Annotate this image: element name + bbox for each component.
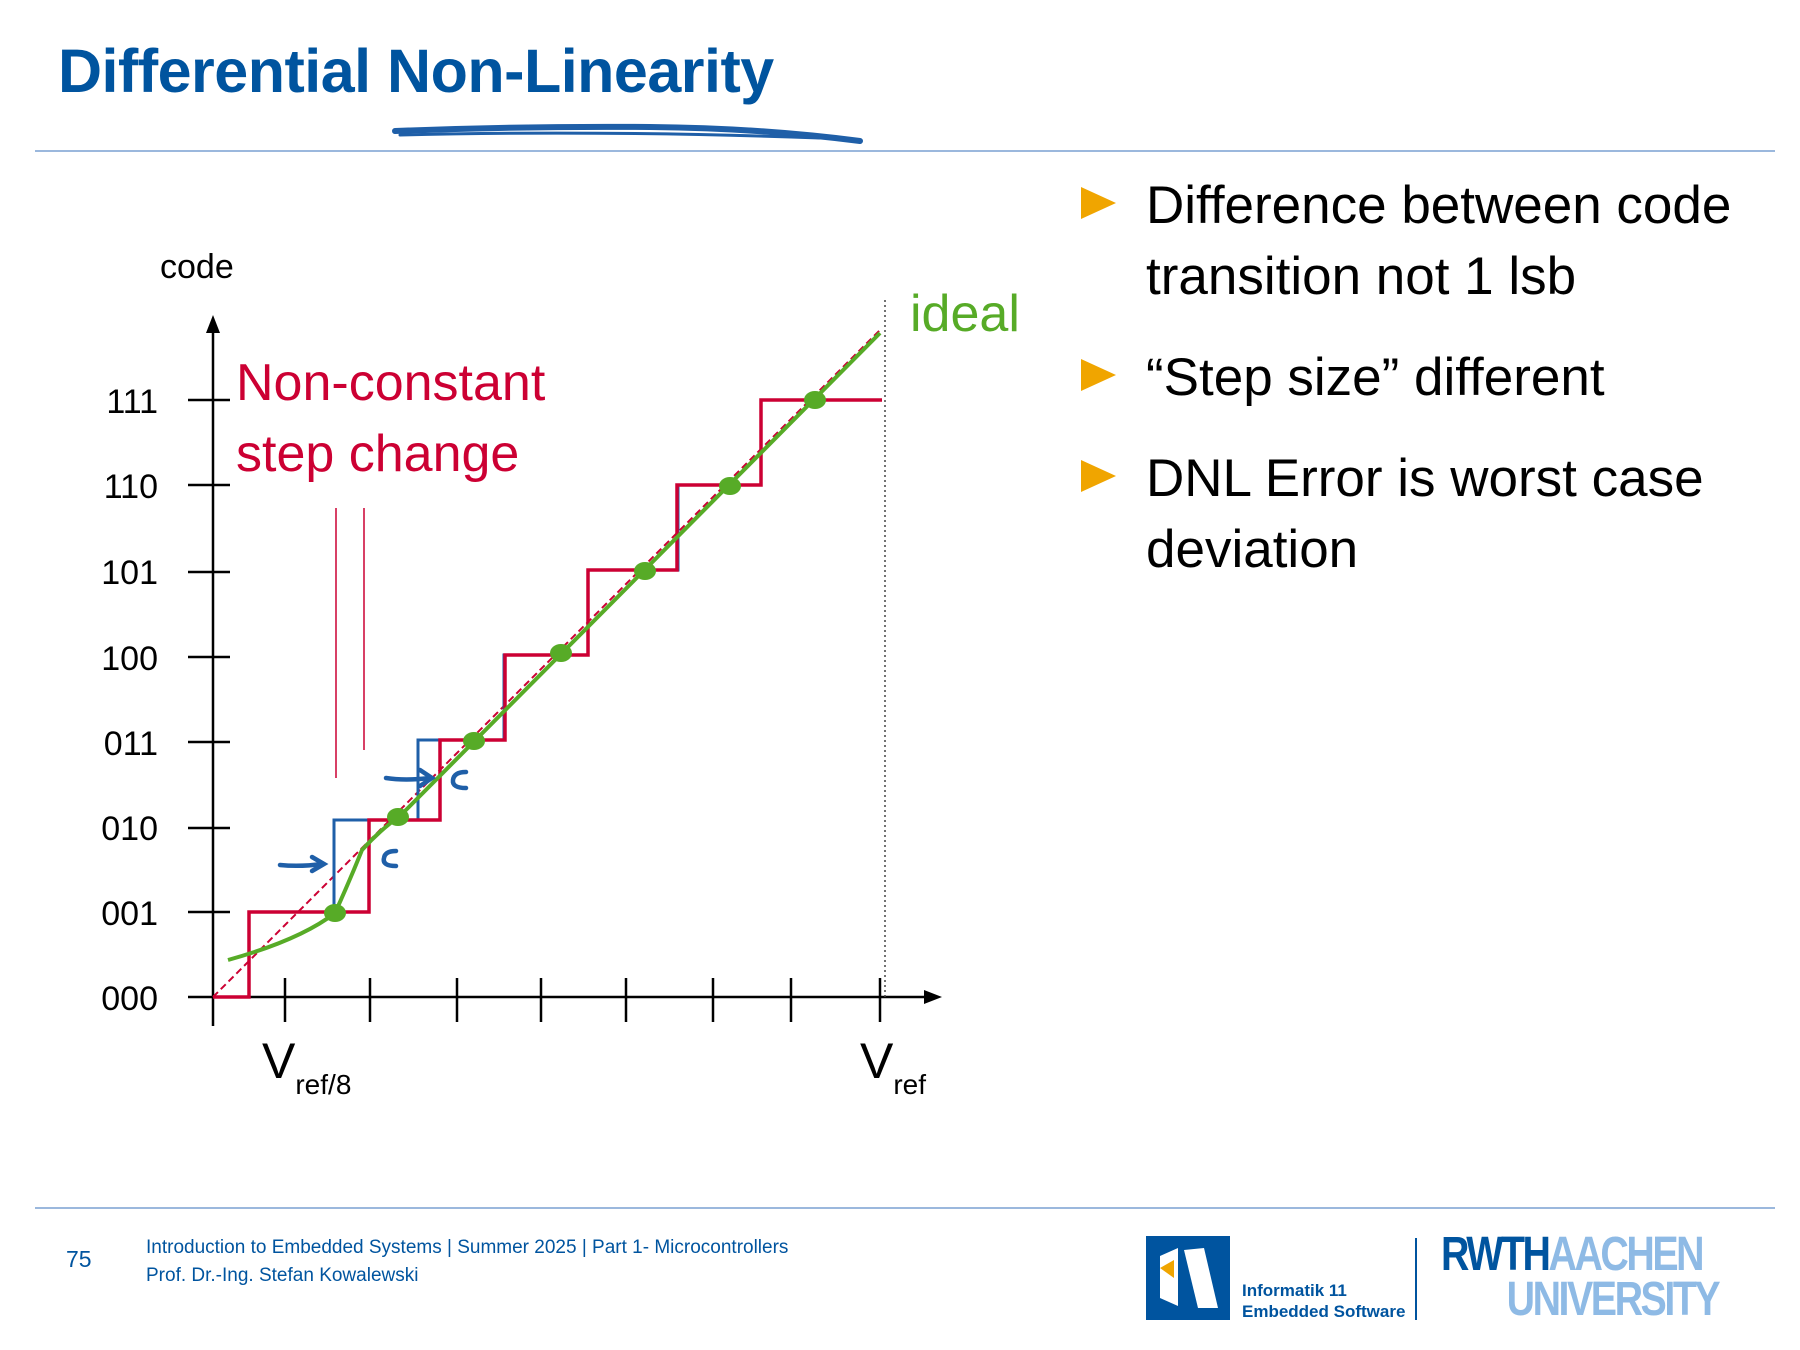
- annotation-line1: Non-constant: [236, 354, 546, 412]
- code-label-100: 100: [101, 640, 158, 678]
- x-label-vref: Vref: [860, 1033, 926, 1100]
- step-width-marks: [277, 767, 469, 874]
- midpoint-dots: [324, 391, 826, 922]
- header-rule: [35, 150, 1775, 152]
- annotation-line2: step change: [236, 425, 519, 483]
- ideal-staircase-blue: [213, 398, 880, 999]
- x-ticks: [283, 978, 882, 1022]
- bullet-triangle-icon: [1078, 354, 1120, 396]
- page-number: 75: [66, 1246, 92, 1272]
- x-axis-arrowhead: [924, 990, 942, 1004]
- code-label-110: 110: [104, 468, 158, 506]
- code-label-000: 000: [101, 980, 158, 1018]
- code-label-111: 111: [106, 383, 158, 421]
- footer-author: Prof. Dr.-Ing. Stefan Kowalewski: [146, 1265, 419, 1286]
- axes: [211, 325, 930, 1026]
- bullet-text: “Step size” different: [1146, 348, 1605, 407]
- y-axis-arrowhead: [206, 315, 220, 333]
- bullet-item: “Step size” different: [1078, 342, 1778, 413]
- actual-staircase-red: [213, 398, 882, 999]
- bullet-item: DNL Error is worst case deviation: [1078, 443, 1778, 585]
- rwth-logo: RWTHAACHEN UNIVERSITY: [1441, 1228, 1721, 1326]
- x-label-vref8: Vref/8: [262, 1033, 351, 1100]
- footer-info: Introduction to Embedded Systems | Summe…: [146, 1234, 788, 1290]
- logo-separator: [1415, 1238, 1417, 1320]
- informatik11-logo-icon: [1146, 1236, 1230, 1320]
- bullet-item: Difference between code transition not 1…: [1078, 170, 1778, 312]
- green-transfer-curve: [227, 331, 882, 962]
- slide-title: Differential Non-Linearity: [58, 37, 774, 105]
- informatik11-logo-text: Informatik 11 Embedded Software: [1242, 1281, 1406, 1321]
- code-label-001: 001: [101, 895, 158, 933]
- code-label-011: 011: [104, 725, 158, 763]
- bullet-triangle-icon: [1078, 455, 1120, 497]
- y-ticks: [188, 398, 230, 999]
- bullet-text: Difference between code transition not 1…: [1146, 176, 1732, 306]
- bullet-list: Difference between code transition not 1…: [1078, 170, 1778, 615]
- code-label-010: 010: [101, 810, 158, 848]
- footer-course: Introduction to Embedded Systems | Summe…: [146, 1237, 789, 1258]
- footer-rule: [35, 1207, 1775, 1209]
- code-label-101: 101: [101, 554, 158, 592]
- bullet-triangle-icon: [1078, 182, 1120, 224]
- ideal-diagonal: [212, 329, 881, 998]
- bullet-text: DNL Error is worst case deviation: [1146, 449, 1704, 579]
- ideal-label: ideal: [910, 285, 1020, 343]
- y-axis-label: code: [160, 248, 234, 286]
